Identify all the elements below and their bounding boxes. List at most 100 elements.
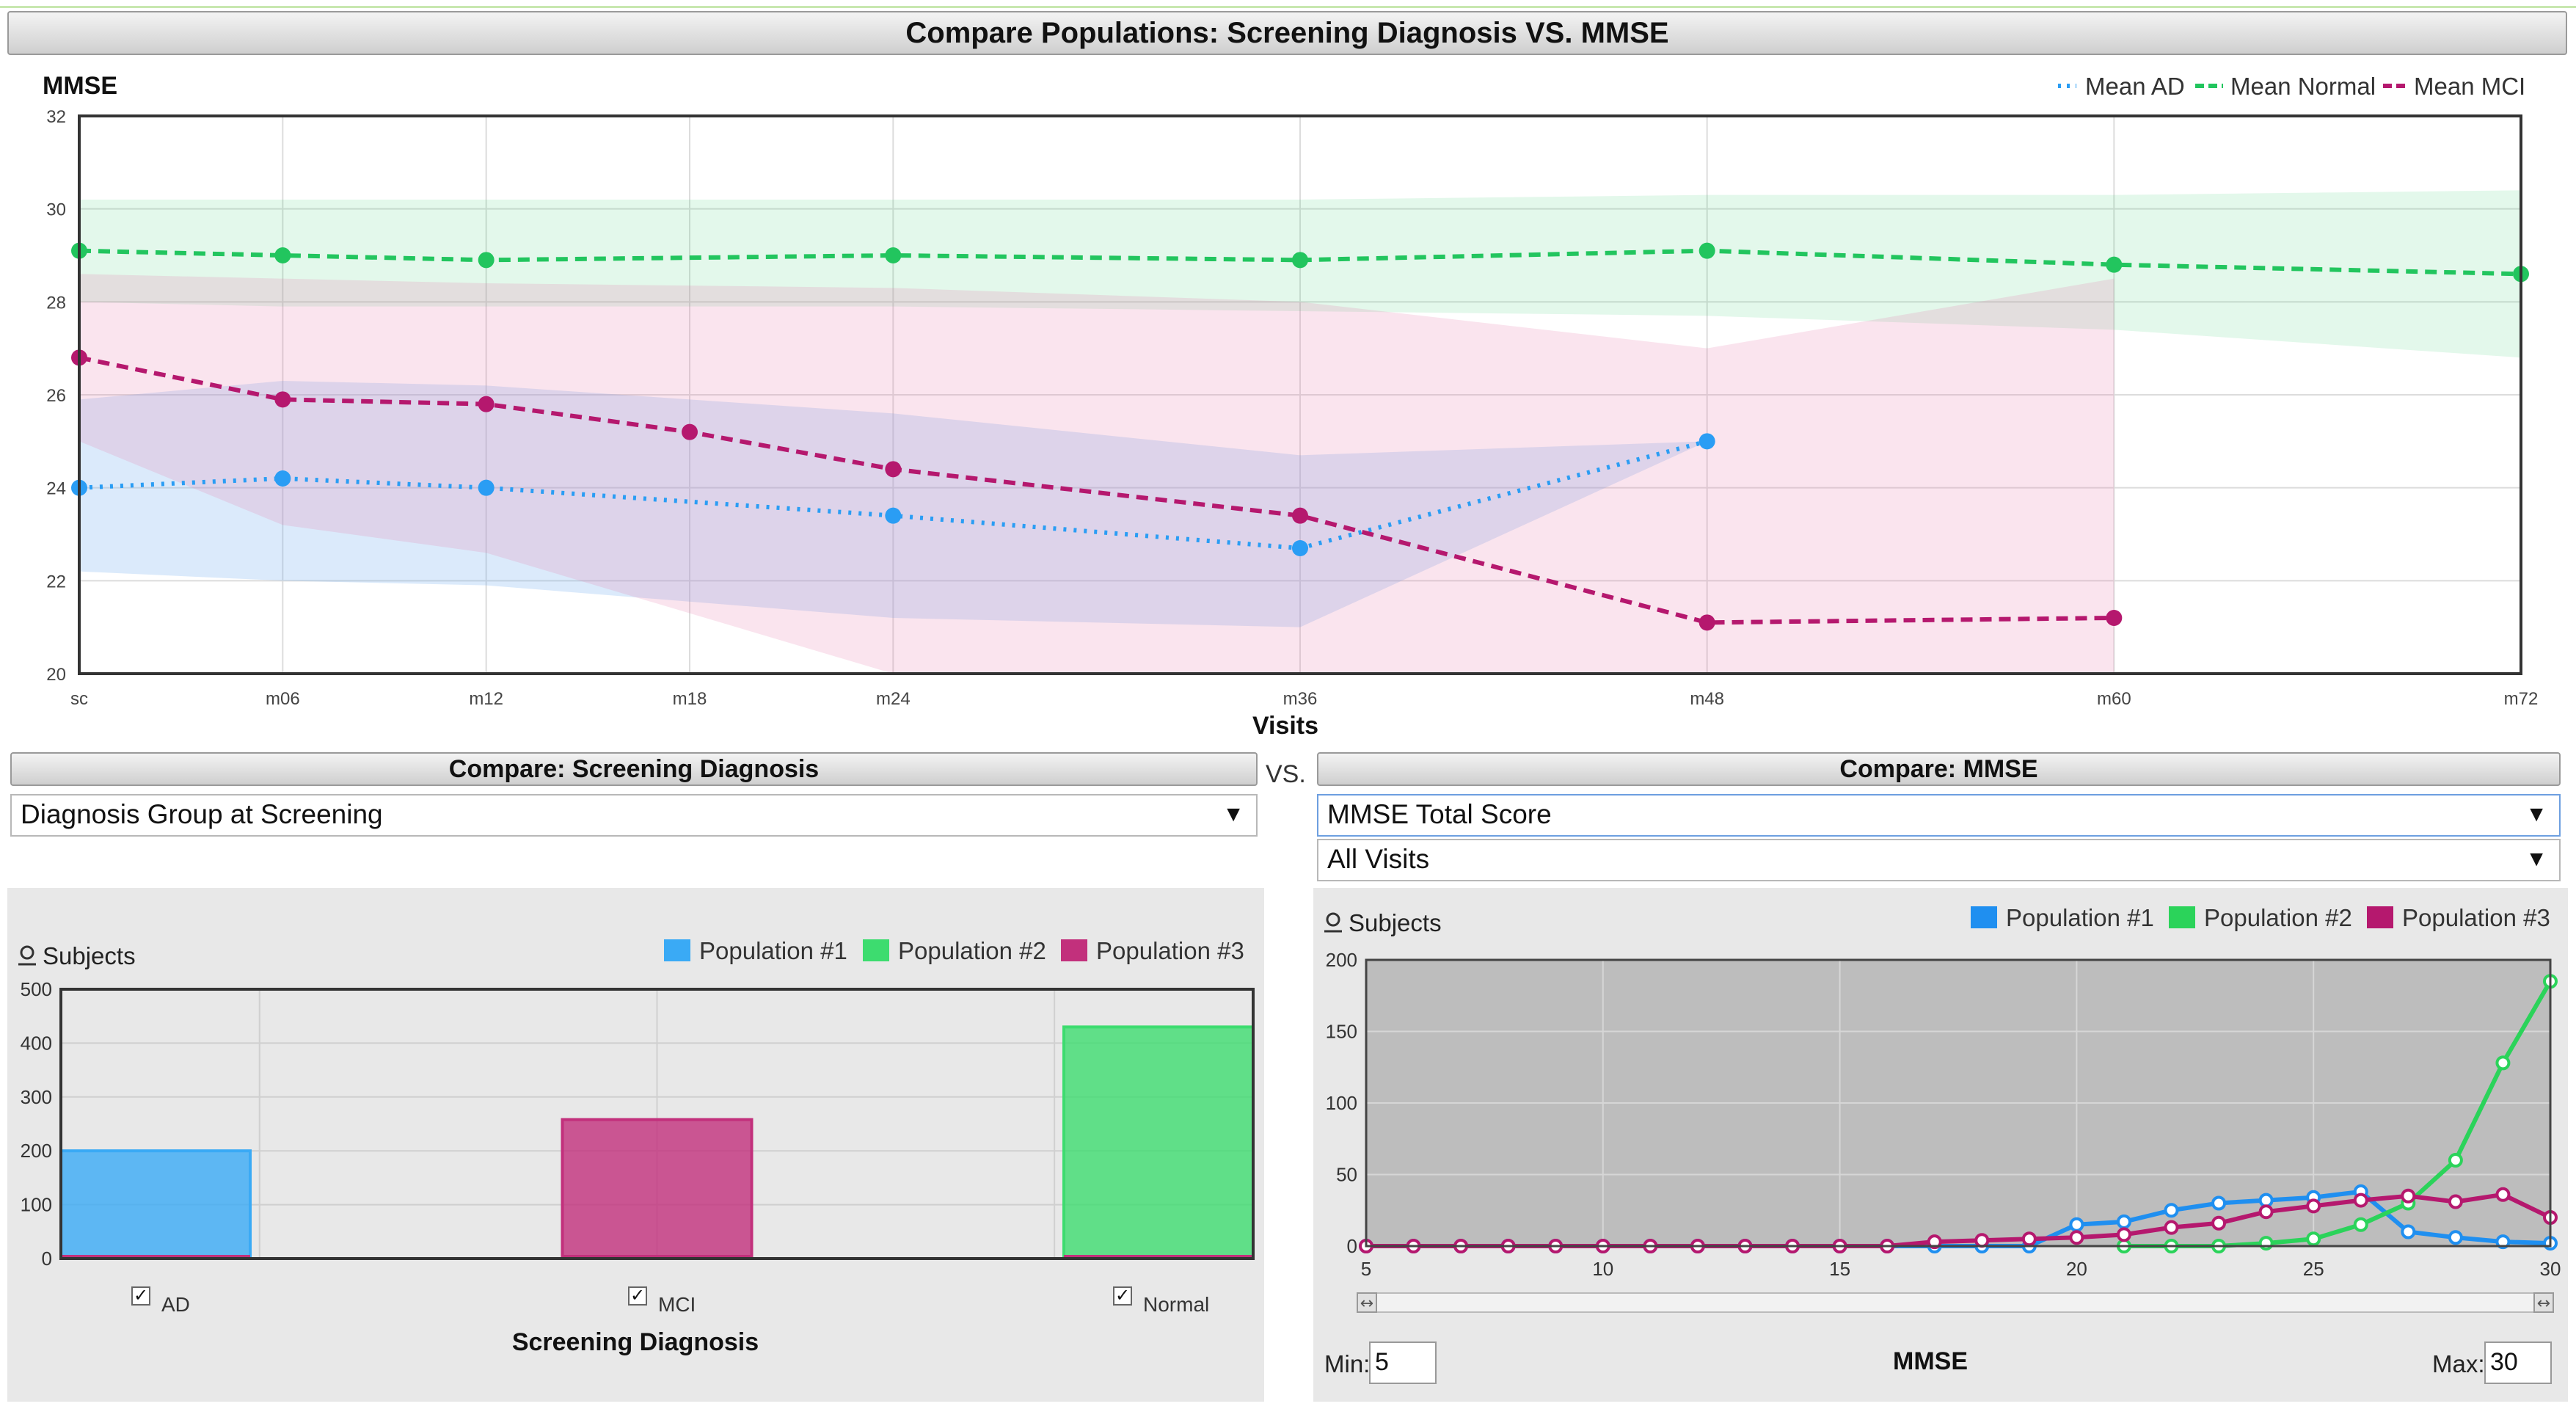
max-input[interactable]: 30 <box>2484 1341 2552 1384</box>
x-tick-label: m36 <box>1283 689 1318 709</box>
y-tick-label: 0 <box>42 1248 52 1270</box>
data-point <box>2495 1234 2511 1250</box>
dist-chart-ylabel: Subjects <box>1349 909 1442 936</box>
x-tick-label: 20 <box>2066 1258 2087 1280</box>
x-tick-label: 10 <box>1592 1258 1613 1280</box>
legend-label-mean-mci[interactable]: Mean MCI <box>2414 73 2525 100</box>
y-tick-label: 0 <box>1347 1235 1357 1257</box>
dropdown-arrow-icon: ▼ <box>2525 802 2547 826</box>
data-point <box>274 247 291 263</box>
mmse-axis-label: MMSE <box>1893 1347 1968 1375</box>
dist-chart-plot: 0 50 100 150 200 5 10 15 20 25 30 <box>1326 949 2561 1280</box>
legend-label-population-1: Population #1 <box>699 937 847 964</box>
left-bar-panel: Subjects Screening Diagnosis 0 100 200 300 4… <box>7 888 1264 1402</box>
top-line-chart: MMSE Visits Mean AD Mean Normal Mean MCI… <box>0 59 2576 745</box>
y-tick-label: 200 <box>21 1140 52 1162</box>
data-point <box>2106 256 2123 273</box>
top-plot-border <box>78 114 2522 675</box>
user-icon <box>1326 912 1340 927</box>
data-point <box>2116 1227 2131 1242</box>
data-point <box>274 470 291 487</box>
series-line <box>79 248 2522 277</box>
range-slider-track[interactable] <box>1357 1292 2554 1313</box>
data-point <box>2448 1230 2463 1245</box>
y-tick-label: 26 <box>46 386 66 406</box>
right-line-panel: Subjects ↔ ↔ 0 50 100 150 200 5 10 15 20 25 30 Popu… <box>1313 888 2568 1402</box>
visit-select-value: All Visits <box>1327 844 1430 874</box>
user-icon <box>20 945 34 960</box>
data-point <box>2258 1236 2274 1251</box>
checkbox-ad[interactable]: ✓ <box>131 1286 150 1306</box>
data-point <box>2164 1203 2179 1218</box>
data-point <box>682 423 698 440</box>
bar-chart-xlabel: Screening Diagnosis <box>512 1328 759 1356</box>
visit-select[interactable]: All Visits ▼ <box>1317 839 2561 881</box>
right-compare-header: Compare: MMSE <box>1317 752 2561 786</box>
y-tick-label: 400 <box>21 1032 52 1054</box>
legend-label-mean-normal[interactable]: Mean Normal <box>2230 73 2376 100</box>
y-tick-label: 20 <box>46 665 66 685</box>
dist-plot-border <box>1365 958 2552 1248</box>
bar-baseline-strip <box>1064 1255 1253 1259</box>
range-slider-right-handle[interactable] <box>2533 1292 2554 1313</box>
confidence-band <box>79 274 2115 674</box>
data-point <box>2211 1215 2227 1231</box>
data-point <box>2069 1217 2084 1232</box>
data-point <box>1699 614 1715 631</box>
left-variable-select[interactable]: Diagnosis Group at Screening ▼ <box>10 794 1258 837</box>
legend-swatch-population-3 <box>1061 939 1087 961</box>
legend-label-population-1: Population #1 <box>2006 904 2154 931</box>
dropdown-arrow-icon: ▼ <box>1222 802 1244 826</box>
page-title: Compare Populations: Screening Diagnosis… <box>905 17 1669 49</box>
data-point <box>274 391 291 408</box>
legend-swatch-population-1 <box>1971 906 1997 928</box>
y-tick-label: 28 <box>46 293 66 313</box>
bar-ad-population-1 <box>59 1149 252 1261</box>
right-compare-header-text: Compare: MMSE <box>1839 755 2038 783</box>
checkbox-mci[interactable]: ✓ <box>628 1286 647 1306</box>
vs-label: VS. <box>1266 760 1306 788</box>
min-input[interactable]: 5 <box>1369 1341 1437 1384</box>
y-tick-label: 32 <box>46 107 66 127</box>
y-tick-label: 500 <box>21 978 52 1000</box>
legend-label-population-3: Population #3 <box>1096 937 1244 964</box>
right-variable-select-value: MMSE Total Score <box>1327 799 1552 829</box>
left-variable-select-value: Diagnosis Group at Screening <box>21 799 383 829</box>
bar-normal-population-2 <box>1062 1025 1255 1260</box>
confidence-band <box>79 381 1707 627</box>
checkbox-normal[interactable]: ✓ <box>1113 1286 1132 1306</box>
data-point <box>478 396 495 412</box>
data-point <box>2495 1187 2511 1202</box>
subjects-label-group: Subjects <box>1324 909 1442 936</box>
range-slider-left-handle[interactable] <box>1357 1292 1377 1313</box>
data-point <box>2401 1224 2416 1239</box>
y-tick-label: 100 <box>1326 1092 1357 1114</box>
bar-mci-population-3 <box>561 1118 754 1260</box>
min-input-value: 5 <box>1375 1348 1389 1376</box>
x-tick-label: m12 <box>469 689 503 709</box>
data-point <box>1292 507 1308 524</box>
x-tick-label: 30 <box>2540 1258 2561 1280</box>
legend-label-population-2: Population #2 <box>2204 904 2352 931</box>
legend-swatch-population-2 <box>863 939 889 961</box>
top-chart-legend: Mean AD Mean Normal Mean MCI <box>2058 73 2525 100</box>
data-point <box>2116 1214 2131 1229</box>
legend-label-population-3: Population #3 <box>2402 904 2550 931</box>
dropdown-arrow-icon: ▼ <box>2525 847 2547 871</box>
checkbox-label-ad: AD <box>161 1293 190 1316</box>
data-point <box>2448 1153 2463 1168</box>
legend-swatch-population-2 <box>2169 906 2195 928</box>
y-tick-label: 300 <box>21 1086 52 1108</box>
top-chart-xlabel: Visits <box>1252 712 1318 740</box>
right-variable-select[interactable]: MMSE Total Score ▼ <box>1317 794 2561 837</box>
checkbox-label-mci: MCI <box>658 1293 696 1316</box>
x-tick-label: m24 <box>876 689 911 709</box>
data-point <box>2495 1055 2511 1071</box>
y-tick-label: 22 <box>46 572 66 591</box>
legend-label-population-2: Population #2 <box>898 937 1046 964</box>
x-tick-label: m06 <box>266 689 300 709</box>
data-point <box>885 461 902 478</box>
x-tick-label: m72 <box>2504 689 2539 709</box>
legend-label-mean-ad[interactable]: Mean AD <box>2085 73 2185 100</box>
top-chart-svg: MMSE Visits Mean AD Mean Normal Mean MCI… <box>43 72 2539 740</box>
